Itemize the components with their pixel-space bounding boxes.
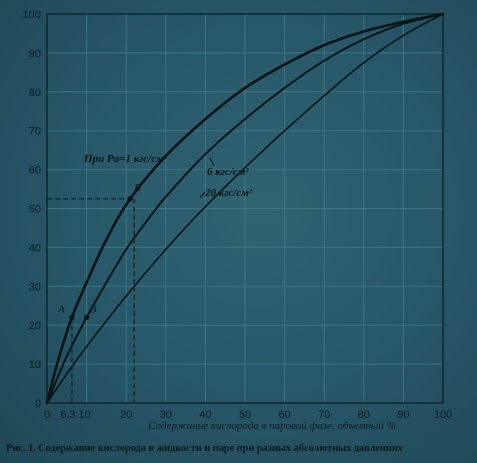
curve-label-leader (209, 157, 215, 167)
y-tick-label: 20 (29, 320, 41, 332)
x-tick-label: 6,3 10 (60, 409, 91, 421)
x-tick-label: 80 (358, 409, 370, 421)
grid-layer (47, 14, 443, 403)
data-point (69, 314, 75, 321)
point-label: Б (133, 182, 141, 194)
x-tick-label: 30 (160, 409, 172, 421)
labels-layer: При Pa=1 кгс/см² 6 кгс/см² 20 кгс/см² (83, 153, 253, 199)
y-tick-label: 10 (29, 359, 41, 371)
data-point (84, 314, 90, 321)
curve-label: При Pa=1 кгс/см² (83, 153, 168, 165)
data-point (127, 196, 133, 202)
x-tick-label: 20 (120, 409, 132, 421)
x-tick-label: 50 (239, 409, 251, 421)
curve-label: 6 кгс/см² (207, 166, 249, 178)
x-tick-label: 40 (199, 409, 211, 421)
x-axis-label: Содержание кислорода в паровой фазе, объ… (148, 420, 396, 432)
y-tick-label: 50 (29, 204, 41, 216)
series-line-1-kgs (45, 12, 445, 405)
y-tick-label: 0 (35, 398, 41, 410)
x-tick-label: 70 (318, 409, 330, 421)
x-tick-label: 0 (44, 409, 50, 421)
curve-label-leader (199, 191, 206, 199)
plot-frame (46, 13, 444, 404)
figure-caption: Рис. 1. Содержание кислорода в жидкости … (6, 443, 403, 454)
point-label: А (57, 303, 65, 315)
y-tick-label: 100 (23, 9, 41, 21)
y-tick-label: 80 (29, 87, 41, 99)
y-tick-label: 90 (29, 48, 41, 60)
y-tick-label: 60 (29, 165, 41, 177)
series-layer (45, 12, 445, 405)
x-tick-label: 100 (434, 409, 452, 421)
x-tick-label: 90 (397, 409, 409, 421)
y-tick-label: 30 (29, 281, 41, 293)
point-label: В (90, 303, 97, 315)
axes-layer: 0 10 20 30 40 50 60 70 80 90 100 0 6,3 10 20 30 40 50 60 7… (23, 9, 453, 421)
points-layer: А В Б (57, 182, 141, 321)
y-tick-label: 40 (29, 242, 41, 254)
x-tick-label: 60 (278, 409, 290, 421)
series-line-20-kgs (46, 13, 444, 404)
y-tick-label: 70 (29, 126, 41, 138)
reference-lines-layer (47, 198, 135, 403)
series-line-6-kgs (46, 13, 444, 404)
curve-label: 20 кгс/см² (204, 187, 253, 199)
